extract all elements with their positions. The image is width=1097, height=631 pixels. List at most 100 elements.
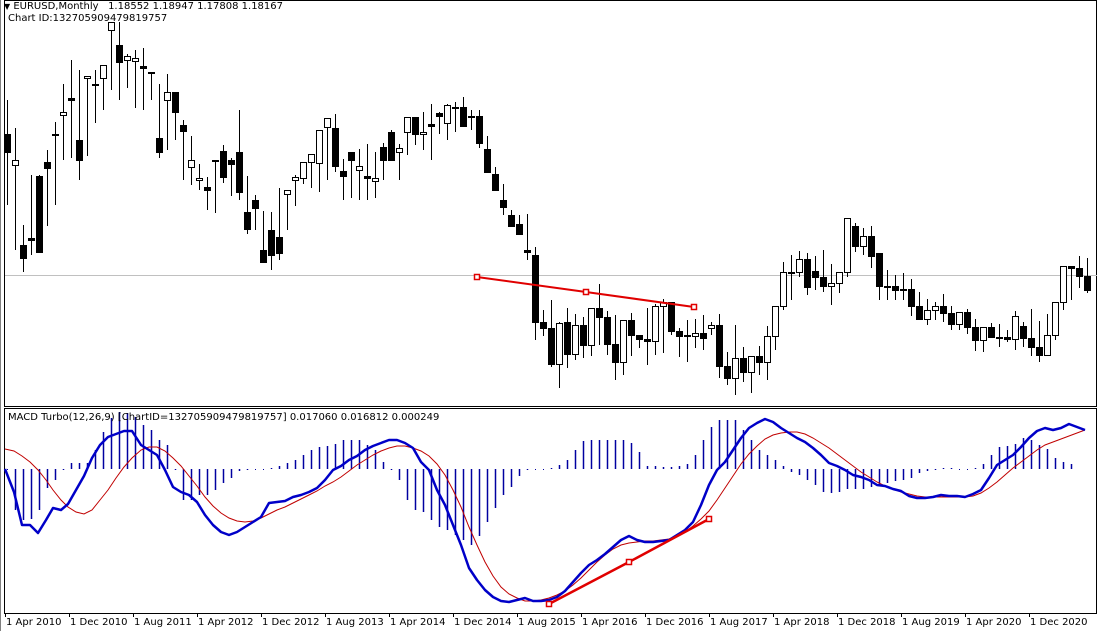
macd-indicator-label: MACD Turbo(12,26,9) [ChartID=13270590947…: [8, 412, 440, 423]
candle-bear: [492, 174, 499, 191]
candle-bear: [788, 272, 795, 274]
x-axis-label: 1 Dec 2012: [262, 617, 320, 628]
candle-bull: [932, 306, 939, 311]
candle-bear: [4, 134, 11, 153]
candle-bull: [620, 320, 627, 363]
candle-bull: [100, 65, 107, 79]
candle-bull: [92, 84, 99, 86]
candle-bull: [188, 160, 195, 168]
candle-bull: [764, 336, 771, 363]
candle-bull: [12, 160, 19, 166]
candle-bear: [516, 224, 523, 235]
macd-trendline-anchor: [545, 600, 553, 608]
histogram-bar: [543, 469, 544, 470]
candle-bear: [116, 45, 123, 63]
candle-bear: [532, 255, 539, 323]
candle-bear: [156, 138, 163, 153]
candle-bull: [980, 327, 987, 341]
macd-trendline-anchor: [705, 515, 713, 523]
candle-bear: [916, 306, 923, 320]
candle-bear: [412, 117, 419, 135]
candle-bear: [252, 200, 259, 209]
candle-bull: [732, 358, 739, 379]
x-axis-label: 1 Apr 2016: [582, 617, 638, 628]
candle-bear: [756, 356, 763, 363]
candle-bull: [572, 325, 579, 355]
candle-bull: [292, 177, 299, 181]
candle-bear: [1084, 276, 1091, 291]
candle-bear: [908, 289, 915, 307]
candle-bear: [148, 72, 155, 74]
x-axis-label: 1 Dec 2010: [70, 617, 128, 628]
candle-bear: [812, 271, 819, 278]
histogram-bar: [7, 469, 8, 470]
chart-id-label: Chart ID:132705909479819757: [8, 13, 168, 24]
candle-bear: [76, 140, 83, 161]
candle-bull: [836, 272, 843, 284]
candle-bear: [940, 306, 947, 314]
x-axis-label: 1 Dec 2016: [646, 617, 704, 628]
candle-bear: [596, 308, 603, 318]
candle-bull: [84, 76, 91, 79]
candle-bull: [300, 162, 307, 179]
candle-bull: [772, 306, 779, 337]
candle-bear: [524, 250, 531, 253]
macd-panel-border: [4, 408, 1097, 614]
histogram-bar: [535, 469, 536, 470]
candle-bear: [268, 230, 275, 256]
x-axis-label: 1 Aug 2013: [326, 617, 384, 628]
trendline-anchor: [473, 273, 481, 281]
candle-bull: [748, 356, 755, 373]
candle-bear: [260, 250, 267, 263]
candle-bear: [644, 339, 651, 342]
candle-bear: [36, 176, 43, 253]
x-axis-label: 1 Aug 2019: [902, 617, 960, 628]
candle-bull: [108, 22, 115, 31]
candle-bear: [1076, 268, 1083, 277]
candle-bull: [1060, 266, 1067, 303]
candle-bull: [828, 283, 835, 287]
candle-bear: [668, 302, 675, 332]
candle-bull: [780, 272, 787, 307]
candle-bear: [460, 107, 467, 127]
x-axis-label: 1 Dec 2014: [454, 617, 512, 628]
candle-bear: [468, 116, 475, 118]
candle-bull: [1052, 302, 1059, 336]
candle-bear: [628, 320, 635, 336]
collapse-triangle-icon[interactable]: ▼: [4, 2, 11, 11]
candle-bull: [900, 289, 907, 291]
candle-bear: [700, 333, 707, 339]
candle-bear: [852, 226, 859, 247]
candle-bull: [1044, 335, 1051, 356]
candle-bear: [868, 236, 875, 257]
candle-bear: [964, 312, 971, 328]
candle-bear: [20, 245, 27, 259]
candle-bear: [484, 149, 491, 173]
x-axis-label: 1 Dec 2018: [838, 617, 896, 628]
candle-bear: [1028, 338, 1035, 348]
candle-bull: [324, 118, 331, 128]
candle-bull: [356, 166, 363, 171]
candle-bull: [860, 236, 867, 247]
candle-bear: [332, 128, 339, 167]
candle-bear: [716, 325, 723, 367]
candle-bear: [276, 237, 283, 254]
candle-bear: [580, 325, 587, 346]
macd-trendline-anchor: [625, 558, 633, 566]
x-axis-label: 1 Dec 2020: [1030, 617, 1088, 628]
candle-bear: [612, 344, 619, 363]
x-axis-label: 1 Aug 2017: [710, 617, 768, 628]
candle-bull: [60, 112, 67, 116]
candle-bear: [972, 327, 979, 341]
x-axis-label: 1 Aug 2011: [134, 617, 192, 628]
candle-bull: [1012, 316, 1019, 340]
candle-bear: [500, 200, 507, 208]
candle-bear: [884, 286, 891, 288]
candle-bear: [244, 212, 251, 230]
candle-bear: [988, 327, 995, 338]
symbol-label: EURUSD,Monthly: [13, 1, 99, 12]
x-axis-label: 1 Apr 2012: [198, 617, 254, 628]
candle-bear: [724, 366, 731, 379]
candle-bull: [692, 333, 699, 337]
